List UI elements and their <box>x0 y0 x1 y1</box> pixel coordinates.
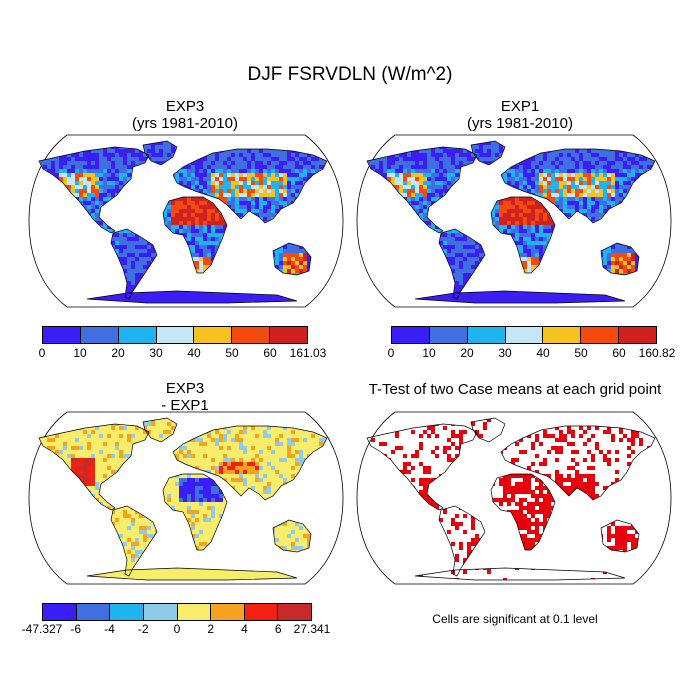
significance-note: Cells are significant at 0.1 level <box>432 612 598 626</box>
panel-exp3-title-line1: EXP3 <box>165 98 205 115</box>
panel-exp1-title-line1: EXP1 <box>500 98 540 115</box>
diff-colorbar-tick-label: 0 <box>173 622 181 636</box>
coastline-greenland <box>142 417 178 443</box>
diff-colorbar-swatch <box>76 604 111 620</box>
coastline-namerica <box>38 146 150 234</box>
exp1-colorbar-swatch <box>543 327 582 343</box>
panel-diff-title: EXP3 - EXP1 <box>35 380 335 414</box>
colorbar-exp1-labels: 0 10 20 30 40 50 60 160.82 <box>387 346 676 362</box>
coastline-antarctica <box>414 567 626 581</box>
exp1-colorbar-swatch <box>581 327 620 343</box>
colorbar-exp3 <box>42 326 308 344</box>
diff-colorbar-swatch <box>211 604 245 620</box>
map-diff <box>28 411 344 585</box>
coastline-africa <box>490 473 556 551</box>
exp1-colorbar-tick-label: 160.82 <box>638 346 676 360</box>
panel-exp3-title-line2: (yrs 1981-2010) <box>132 115 238 132</box>
exp3-colorbar-tick-label: 60 <box>263 346 277 360</box>
panel-diff-title-line2: - EXP1 <box>161 397 209 414</box>
coastline-antarctica <box>86 290 298 304</box>
exp3-colorbar-swatch <box>156 327 195 343</box>
exp3-colorbar-swatch <box>80 327 119 343</box>
coastline-samerica <box>110 228 158 300</box>
diff-colorbar-tick-label: 4 <box>241 622 248 636</box>
coastline-eurasia <box>172 425 328 501</box>
coastline-samerica <box>110 505 158 577</box>
coastline-greenland <box>470 417 506 443</box>
diff-colorbar-tick-label: -47.327 <box>21 622 63 636</box>
exp1-colorbar-tick-label: 50 <box>574 346 588 360</box>
diff-colorbar-swatch <box>143 604 178 620</box>
coastline-eurasia <box>500 425 656 501</box>
exp1-colorbar-tick-label: 10 <box>422 346 436 360</box>
coastline-antarctica <box>86 567 298 581</box>
coastline-namerica <box>366 423 478 511</box>
coastline-eurasia <box>500 148 656 224</box>
exp1-colorbar-swatch <box>392 327 430 343</box>
exp3-colorbar-tick-label: 40 <box>187 346 201 360</box>
coastline-namerica <box>38 423 150 511</box>
exp3-colorbar-tick-label: 20 <box>111 346 125 360</box>
figure-title: DJF FSRVDLN (W/m^2) <box>247 64 453 85</box>
panel-diff-title-line1: EXP3 <box>165 380 205 397</box>
exp1-colorbar-swatch <box>619 327 657 343</box>
exp1-colorbar-tick-label: 20 <box>460 346 474 360</box>
colorbar-exp1 <box>391 326 657 344</box>
diff-colorbar-tick-label: 2 <box>207 622 215 636</box>
diff-colorbar-tick-label: -4 <box>104 622 115 636</box>
panel-exp1-title: EXP1 (yrs 1981-2010) <box>370 98 670 132</box>
colorbar-diff-labels: -47.327 -6 -4 -2 0 2 4 6 27.341 <box>22 622 331 638</box>
colorbar-diff <box>42 603 312 621</box>
exp3-colorbar-swatch <box>232 327 271 343</box>
exp3-colorbar-swatch <box>118 327 157 343</box>
exp3-colorbar-swatch <box>194 327 233 343</box>
diff-colorbar-swatch <box>110 604 144 620</box>
coastline-africa <box>162 196 228 274</box>
diff-colorbar-tick-label: 27.341 <box>293 622 331 636</box>
panel-exp3-title: EXP3 (yrs 1981-2010) <box>35 98 335 132</box>
diff-colorbar-swatch <box>244 604 279 620</box>
diff-colorbar-tick-label: 6 <box>274 622 282 636</box>
coastline-australia <box>272 242 312 276</box>
diff-colorbar-swatch <box>177 604 212 620</box>
exp3-colorbar-swatch <box>43 327 81 343</box>
exp3-colorbar-tick-label: 10 <box>73 346 87 360</box>
coastline-samerica <box>438 505 486 577</box>
diff-colorbar-tick-label: -2 <box>137 622 149 636</box>
exp3-colorbar-tick-label: 161.03 <box>289 346 327 360</box>
coastline-australia <box>600 519 640 553</box>
exp3-colorbar-tick-label: 0 <box>38 346 46 360</box>
exp3-colorbar-tick-label: 50 <box>225 346 239 360</box>
coastline-antarctica <box>414 290 626 304</box>
coastline-africa <box>490 196 556 274</box>
exp1-colorbar-tick-label: 40 <box>536 346 550 360</box>
exp1-colorbar-tick-label: 0 <box>387 346 395 360</box>
exp3-colorbar-swatch <box>270 327 308 343</box>
colorbar-exp3-labels: 0 10 20 30 40 50 60 161.03 <box>38 346 327 362</box>
coastline-samerica <box>438 228 486 300</box>
map-ttest <box>356 411 672 585</box>
diff-colorbar-swatch <box>43 604 77 620</box>
coastline-greenland <box>142 140 178 166</box>
coastline-eurasia <box>172 148 328 224</box>
panel-exp1-title-line2: (yrs 1981-2010) <box>467 115 573 132</box>
exp1-colorbar-swatch <box>467 327 506 343</box>
coastline-namerica <box>366 146 478 234</box>
diff-colorbar-tick-label: -6 <box>70 622 82 636</box>
exp3-colorbar-tick-label: 30 <box>149 346 163 360</box>
exp1-colorbar-tick-label: 60 <box>612 346 626 360</box>
exp1-colorbar-swatch <box>429 327 468 343</box>
coastline-africa <box>162 473 228 551</box>
coastline-greenland <box>470 140 506 166</box>
map-exp1 <box>356 134 672 308</box>
exp1-colorbar-swatch <box>505 327 544 343</box>
map-exp3 <box>28 134 344 308</box>
coastline-australia <box>600 242 640 276</box>
panel-ttest-title: T-Test of two Case means at each grid po… <box>368 381 662 398</box>
diff-colorbar-swatch <box>278 604 311 620</box>
exp1-colorbar-tick-label: 30 <box>498 346 512 360</box>
coastline-australia <box>272 519 312 553</box>
